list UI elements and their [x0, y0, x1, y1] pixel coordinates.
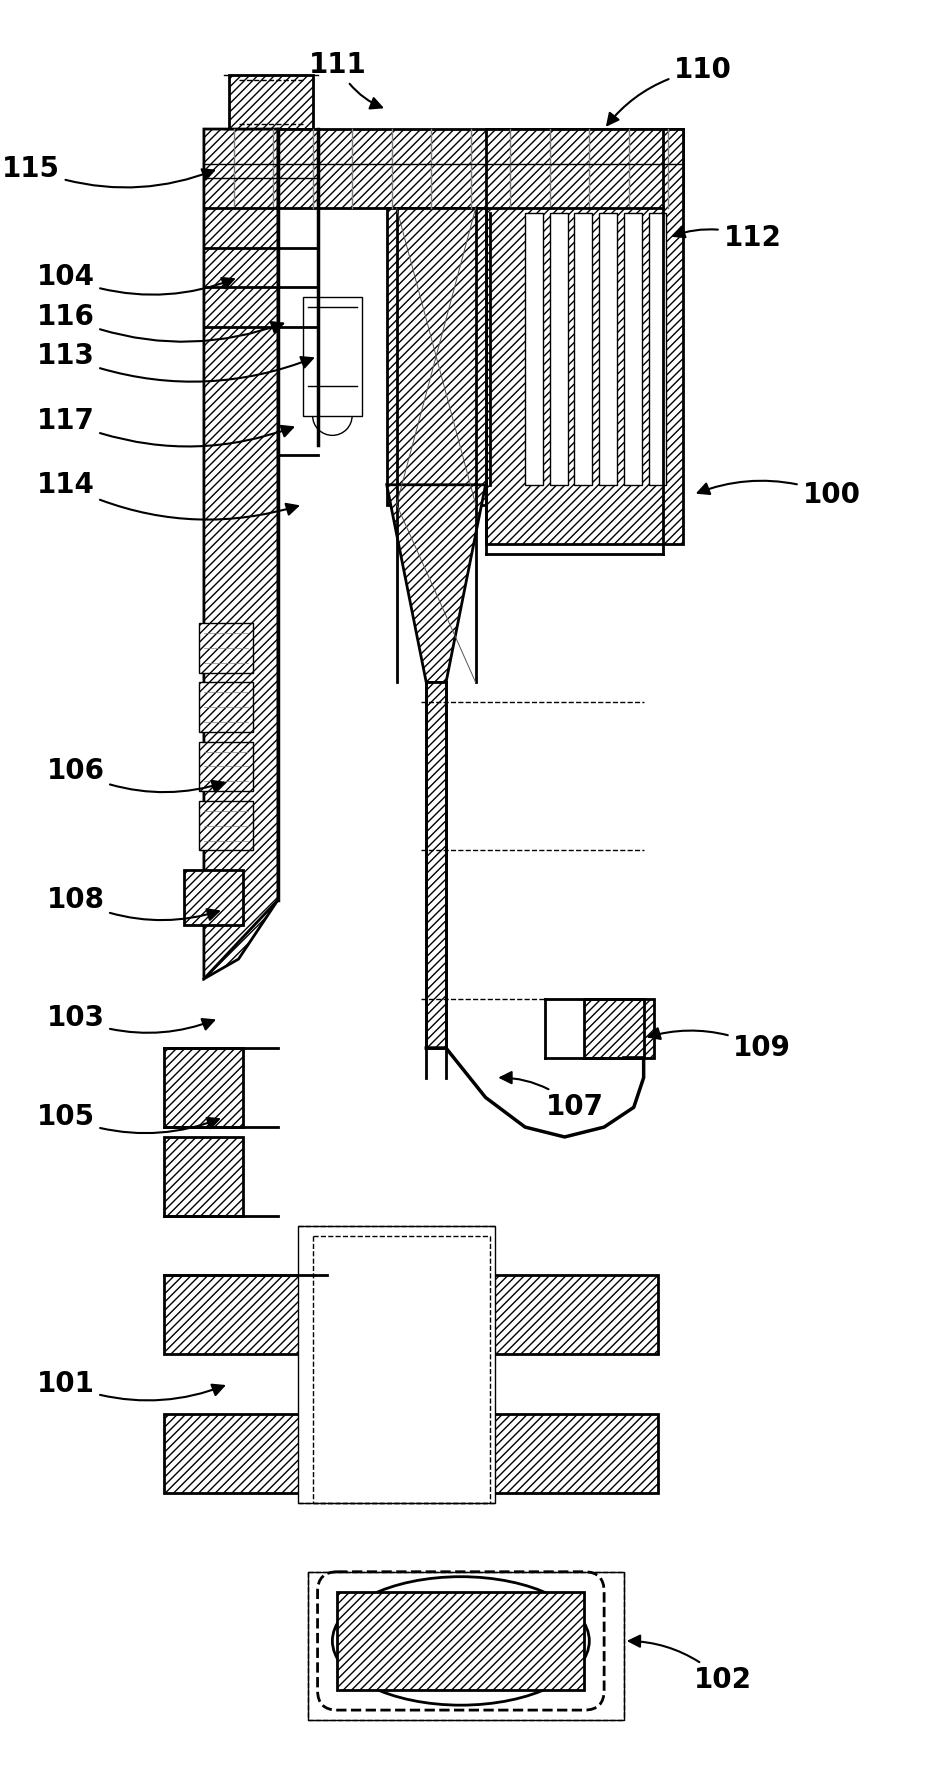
Polygon shape — [427, 682, 446, 1048]
Bar — [648, 214, 666, 484]
Text: 104: 104 — [37, 263, 234, 295]
Bar — [164, 1136, 244, 1216]
Text: 102: 102 — [629, 1636, 752, 1695]
Bar — [164, 1276, 659, 1354]
Bar — [337, 1592, 584, 1691]
Polygon shape — [204, 129, 278, 979]
Bar — [199, 682, 253, 732]
Text: 107: 107 — [501, 1073, 604, 1122]
Text: 106: 106 — [46, 758, 224, 792]
Text: 117: 117 — [37, 406, 293, 447]
FancyBboxPatch shape — [318, 1573, 604, 1710]
Text: 110: 110 — [608, 57, 732, 125]
Text: 115: 115 — [2, 154, 214, 187]
Text: 116: 116 — [37, 302, 283, 341]
Text: 105: 105 — [37, 1103, 219, 1133]
Bar — [599, 214, 617, 484]
Text: 103: 103 — [46, 1004, 214, 1034]
Bar — [525, 214, 543, 484]
Bar — [199, 800, 253, 850]
Polygon shape — [387, 209, 485, 505]
Text: 112: 112 — [673, 224, 781, 251]
Bar — [164, 1048, 244, 1127]
Bar — [164, 1414, 659, 1493]
Polygon shape — [387, 484, 485, 682]
Bar — [550, 214, 568, 484]
Bar — [184, 869, 244, 924]
Bar — [624, 214, 642, 484]
Text: 109: 109 — [648, 1028, 792, 1062]
Bar — [584, 998, 653, 1058]
Text: 108: 108 — [46, 885, 219, 921]
Text: 113: 113 — [37, 343, 313, 382]
Text: 101: 101 — [37, 1369, 224, 1401]
Text: 114: 114 — [37, 470, 298, 519]
Bar — [574, 214, 592, 484]
Polygon shape — [204, 129, 684, 209]
Bar — [228, 74, 313, 129]
Bar — [308, 1573, 624, 1719]
Text: 111: 111 — [308, 51, 382, 108]
Bar — [199, 624, 253, 673]
Bar — [302, 297, 362, 415]
Bar — [199, 742, 253, 792]
Text: 100: 100 — [698, 481, 861, 509]
Bar — [298, 1226, 496, 1502]
Bar — [485, 129, 684, 544]
